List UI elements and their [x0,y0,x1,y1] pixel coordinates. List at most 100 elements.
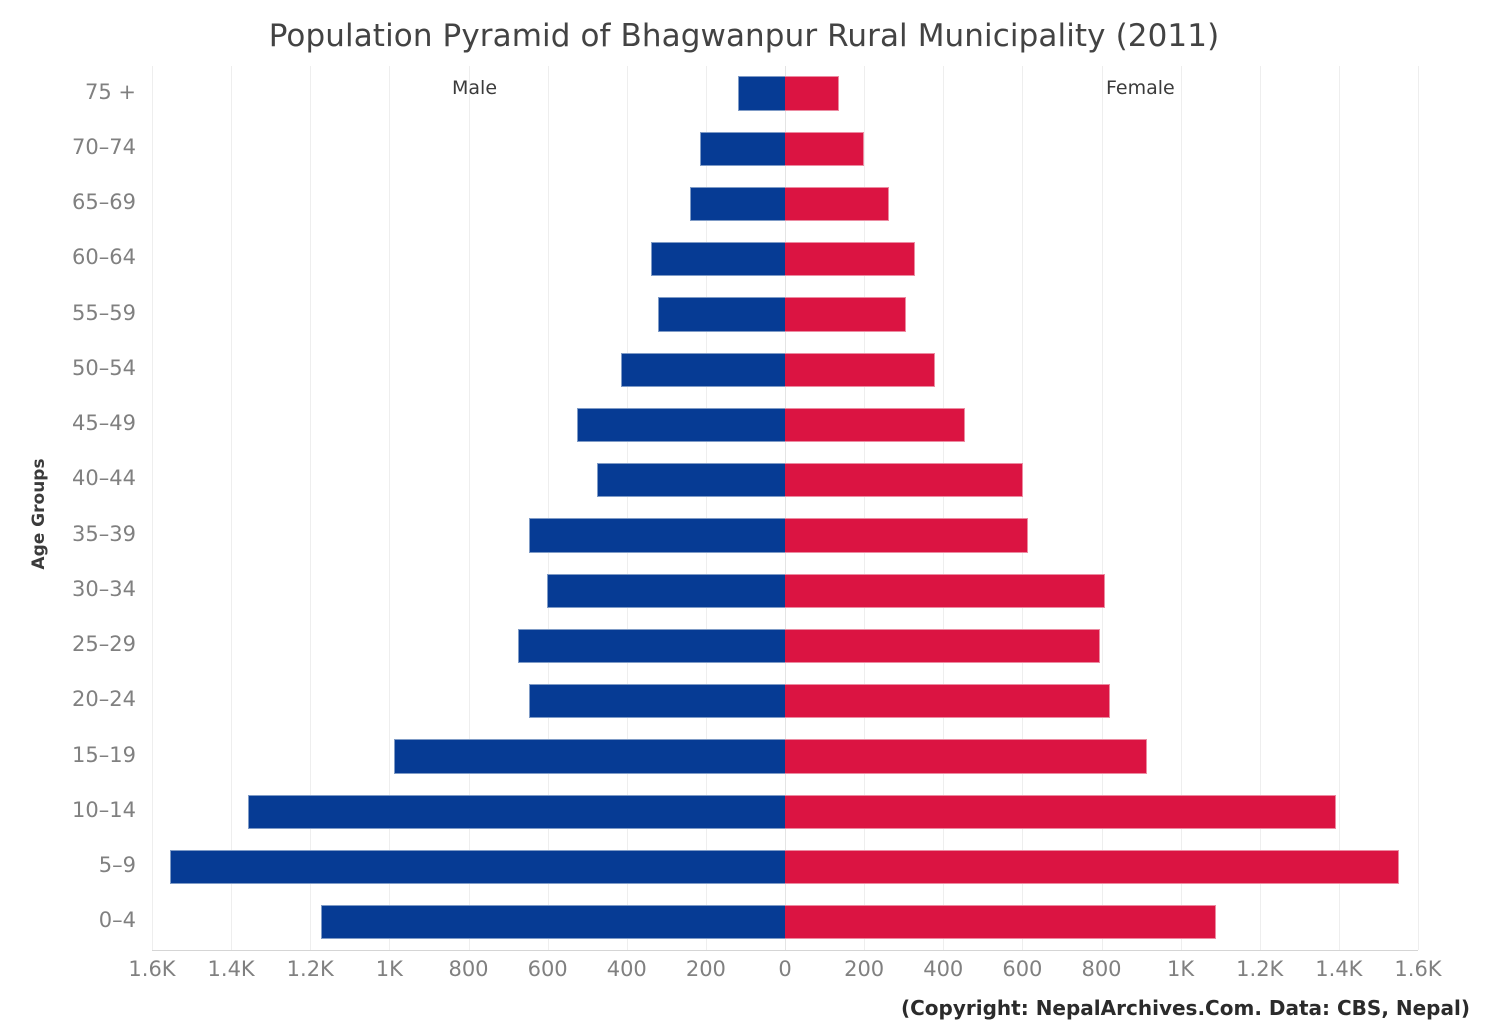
bar-male[interactable] [321,905,785,940]
bar-male[interactable] [169,849,785,885]
bar-row[interactable] [152,352,1418,387]
gridline-800 [1101,66,1103,950]
bar-female[interactable] [785,352,936,387]
bar-male[interactable] [596,463,785,498]
bar-male[interactable] [658,297,785,332]
series-label-male: Male [452,77,498,99]
gridlines [152,66,1419,950]
x-axis-tick-label: 600 [1002,957,1043,981]
y-axis-tick-label: 45–49 [72,411,136,436]
bar-female[interactable] [785,905,1216,940]
bar-row[interactable] [152,76,1418,111]
x-axis-tick-label: 200 [685,957,726,981]
bar-female[interactable] [785,186,890,222]
gridline-1.2K [1259,66,1261,950]
bar-female[interactable] [785,628,1100,664]
gridline-1.6K [1418,66,1419,950]
x-axis-tick-label: 0 [778,957,792,981]
bar-male[interactable] [247,794,785,829]
x-axis-tick-label: 400 [923,957,964,981]
gridline-600 [1022,66,1024,950]
bars-layer [152,66,1418,950]
x-axis-tick-label: 800 [1081,957,1122,981]
x-axis-tick-label: 1.6K [1394,957,1442,981]
bar-female[interactable] [785,573,1106,608]
y-axis-tick-label: 50–54 [72,355,136,380]
copyright-note: (Copyright: NepalArchives.Com. Data: CBS… [900,996,1470,1020]
x-axis-tick-label: 1.4K [1315,957,1363,981]
bar-female[interactable] [785,131,865,166]
gridline-400 [626,66,628,950]
y-axis-tick-label: 35–39 [72,521,136,546]
y-axis-tick-label: 10–14 [72,797,136,822]
x-axis-tick-label: 800 [448,957,489,981]
gridline-800 [468,66,470,950]
y-axis-tick-label: 40–44 [72,466,136,491]
bar-female[interactable] [785,849,1400,885]
bar-female[interactable] [785,518,1029,553]
bar-row[interactable] [152,849,1418,885]
bar-male[interactable] [576,407,785,443]
bar-male[interactable] [546,573,785,608]
gridline-1.6K [152,66,153,950]
x-axis-tick-label: 400 [606,957,647,981]
x-axis-tick-label: 1.2K [1236,957,1284,981]
x-axis-tick-label: 1.2K [286,957,334,981]
y-axis-tick-label: 20–24 [72,687,136,712]
gridline-0 [785,66,786,950]
bar-female[interactable] [785,794,1336,829]
bar-row[interactable] [152,573,1418,608]
bar-male[interactable] [690,186,785,222]
y-axis-tick-label: 55–59 [72,300,136,325]
bar-female[interactable] [785,76,839,111]
bar-row[interactable] [152,518,1418,553]
y-axis-tick-label: 75 + [85,79,136,104]
y-axis-tick-label: 30–34 [72,576,136,601]
gridline-1.4K [231,66,233,950]
bar-row[interactable] [152,794,1418,829]
x-axis-tick-label: 1.6K [128,957,176,981]
bar-male[interactable] [529,518,785,553]
bar-male[interactable] [518,628,785,664]
chart-title: Population Pyramid of Bhagwanpur Rural M… [268,18,1220,54]
x-axis-tick-label: 1.4K [207,957,255,981]
bar-male[interactable] [394,739,785,774]
bar-row[interactable] [152,463,1418,498]
bar-row[interactable] [152,297,1418,332]
bar-row[interactable] [152,407,1418,443]
y-axis-tick-label: 65–69 [72,190,136,215]
bar-row[interactable] [152,628,1418,664]
y-axis-tick-label: 15–19 [72,742,136,767]
y-axis-tick-label: 60–64 [72,245,136,270]
bar-row[interactable] [152,242,1418,277]
bar-female[interactable] [785,739,1147,774]
bar-male[interactable] [738,76,785,111]
x-axis-tick-label: 1K [375,957,403,981]
x-axis-tick-label: 1K [1167,957,1195,981]
bar-row[interactable] [152,905,1418,940]
gridline-1.2K [310,66,312,950]
y-axis-tick-label: 0–4 [98,908,136,933]
bar-female[interactable] [785,407,965,443]
gridline-200 [864,66,866,950]
y-axis-tick-label: 5–9 [98,853,136,878]
bar-row[interactable] [152,131,1418,166]
bar-male[interactable] [529,684,785,719]
gridline-1.4K [1338,66,1340,950]
bar-female[interactable] [785,297,907,332]
bar-row[interactable] [152,684,1418,719]
y-axis-tick-label: 25–29 [72,632,136,657]
bar-male[interactable] [651,242,785,277]
gridline-200 [705,66,707,950]
gridline-400 [943,66,945,950]
series-label-female: Female [1106,77,1175,99]
y-axis-tick-label: 70–74 [72,134,136,159]
bar-row[interactable] [152,739,1418,774]
bar-male[interactable] [620,352,785,387]
bar-female[interactable] [785,463,1024,498]
bar-row[interactable] [152,186,1418,222]
bar-female[interactable] [785,684,1111,719]
bar-male[interactable] [699,131,785,166]
bar-female[interactable] [785,242,915,277]
